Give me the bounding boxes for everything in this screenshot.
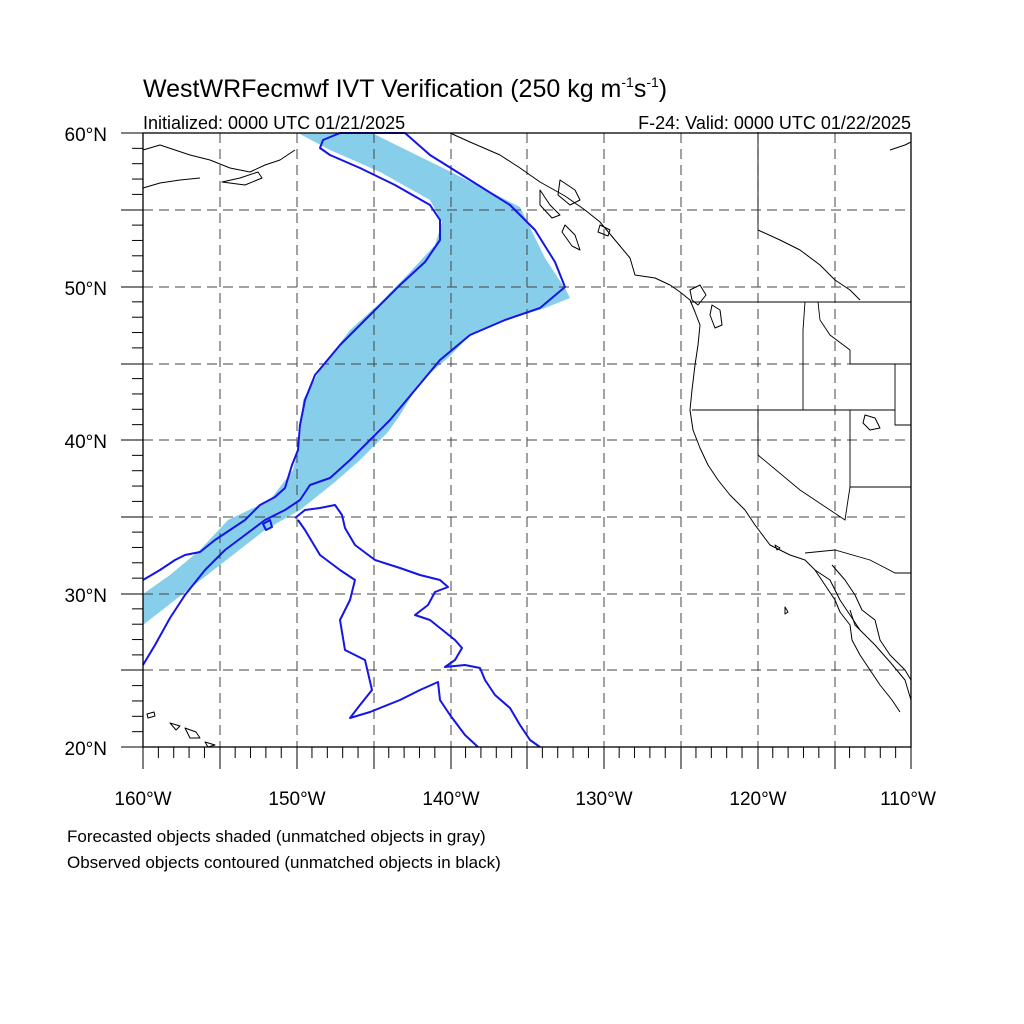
- lat-label-40n: 40°N: [65, 432, 107, 453]
- lat-label-50n: 50°N: [65, 279, 107, 300]
- map-title: WestWRFecmwf IVT Verification (250 kg m-…: [143, 74, 667, 103]
- axis-ticks: [121, 132, 912, 769]
- lat-label-20n: 20°N: [65, 739, 107, 760]
- lon-label-130w: 130°W: [575, 789, 632, 810]
- initialized-time: Initialized: 0000 UTC 01/21/2025: [143, 113, 405, 133]
- political-borders: [690, 132, 911, 574]
- lon-label-160w: 160°W: [114, 789, 171, 810]
- observed-objects: [142, 132, 566, 748]
- lon-label-150w: 150°W: [268, 789, 325, 810]
- graticule: [143, 133, 911, 747]
- lon-label-120w: 120°W: [729, 789, 786, 810]
- observed-ar-contour: [142, 132, 566, 666]
- lon-label-110w: 110°W: [880, 789, 936, 810]
- legend-observed-text: Observed objects contoured (unmatched ob…: [67, 853, 501, 872]
- lat-label-60n: 60°N: [65, 125, 107, 146]
- forecast-object: [143, 133, 570, 625]
- valid-time: F-24: Valid: 0000 UTC 01/22/2025: [638, 113, 911, 133]
- longitude-labels: 160°W 150°W 140°W 130°W 120°W 110°W: [114, 789, 936, 810]
- legend-forecast-text: Forecasted objects shaded (unmatched obj…: [67, 827, 486, 846]
- observed-unmatched-contour: [297, 519, 479, 748]
- lat-label-30n: 30°N: [65, 586, 107, 607]
- latitude-labels: 60°N 50°N 40°N 30°N 20°N: [65, 125, 107, 760]
- coastline: [142, 132, 912, 748]
- lon-label-140w: 140°W: [422, 789, 479, 810]
